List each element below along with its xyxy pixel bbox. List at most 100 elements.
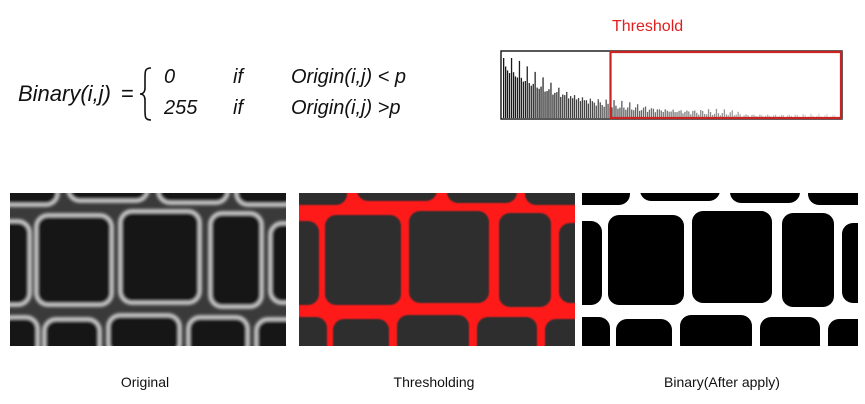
- histogram-bar: [804, 115, 806, 118]
- histogram-bar: [601, 105, 603, 118]
- histogram-bar: [656, 109, 658, 118]
- cell: [10, 315, 40, 346]
- histogram-bar: [709, 112, 712, 118]
- histogram-bar: [670, 111, 672, 118]
- cell: [760, 317, 820, 346]
- histogram-bar: [552, 94, 554, 118]
- histogram-bar: [546, 91, 548, 118]
- histogram-bar: [505, 66, 507, 118]
- histogram-bar: [662, 112, 664, 118]
- histogram-bar: [824, 115, 826, 118]
- histogram-bar: [704, 114, 706, 118]
- histogram-bar: [715, 108, 718, 118]
- cell: [582, 193, 630, 205]
- histogram-bar: [672, 109, 674, 118]
- histogram-bar: [607, 103, 609, 118]
- histogram-bar: [802, 114, 804, 118]
- cell: [616, 319, 672, 346]
- histogram-bar: [516, 77, 519, 118]
- cell: [333, 319, 389, 346]
- histogram-bar: [526, 66, 528, 118]
- histogram-bar: [694, 110, 696, 118]
- histogram-bar: [570, 96, 572, 118]
- histogram-bar: [684, 111, 686, 118]
- cell: [545, 319, 575, 346]
- histogram-bar: [652, 108, 655, 118]
- histogram-bar: [767, 114, 769, 118]
- cell: [42, 317, 102, 346]
- histogram-bar: [619, 107, 621, 118]
- cell: [525, 193, 575, 205]
- histogram-bar: [530, 85, 532, 118]
- histogram-bar: [735, 114, 737, 118]
- histogram-bar: [702, 111, 704, 118]
- histogram-bar: [721, 113, 723, 118]
- histogram-bar: [518, 60, 521, 118]
- histogram-bar: [654, 112, 656, 118]
- cell: [325, 215, 401, 305]
- case-value-1: 255: [164, 97, 198, 119]
- histogram-bar: [676, 112, 678, 118]
- histogram-bar: [810, 113, 812, 118]
- histogram-bar: [794, 114, 796, 118]
- histogram-bar: [514, 76, 517, 118]
- cell: [447, 193, 517, 203]
- histogram-bar: [688, 111, 690, 118]
- histogram-bar: [573, 95, 576, 118]
- cell: [10, 219, 32, 307]
- histogram-bar: [627, 107, 629, 118]
- histogram-bar: [633, 110, 635, 118]
- histogram-bar: [532, 83, 534, 118]
- histogram-bar: [646, 111, 649, 118]
- formula-lhs: Binary(i,j): [18, 81, 111, 106]
- histogram-bar: [692, 110, 694, 118]
- histogram-bar: [786, 115, 789, 118]
- histogram-bar: [548, 89, 550, 118]
- histogram-bar: [558, 87, 560, 118]
- histogram-bar: [733, 115, 735, 118]
- histogram-bar: [583, 100, 586, 118]
- histogram-bar: [554, 92, 556, 118]
- histogram-bar: [550, 82, 552, 118]
- histogram-bar: [668, 111, 670, 118]
- histogram-bar: [727, 115, 729, 118]
- histogram-bar: [658, 109, 660, 118]
- cell: [640, 193, 720, 201]
- histogram-bar: [660, 110, 662, 118]
- histogram-bars: [503, 58, 838, 118]
- histogram-bar: [761, 115, 763, 118]
- caption-thresholding: Thresholding: [393, 374, 475, 390]
- histogram-bar: [686, 110, 688, 118]
- histogram-bar: [637, 104, 639, 118]
- cell: [299, 221, 319, 305]
- case-condition-1: Origin(i,j) >p: [291, 97, 401, 119]
- cell: [357, 193, 437, 201]
- cell: [208, 211, 264, 309]
- case-keyword-1: if: [233, 97, 243, 119]
- histogram-bar: [579, 101, 582, 118]
- histogram-bar: [615, 105, 617, 118]
- histogram-bar: [650, 108, 653, 118]
- histogram-bar: [640, 110, 643, 118]
- histogram-bar: [524, 81, 526, 118]
- histogram: [500, 50, 843, 120]
- histogram-bar: [717, 113, 720, 118]
- formula-equals: =: [121, 81, 134, 106]
- histogram-bar: [747, 115, 749, 118]
- histogram-bar: [737, 111, 739, 118]
- cell: [268, 221, 286, 305]
- histogram-bar: [690, 114, 692, 118]
- cell: [156, 193, 230, 205]
- cell: [680, 315, 752, 346]
- cell: [842, 223, 858, 303]
- histogram-bar: [774, 114, 777, 118]
- histogram-bar: [696, 112, 698, 118]
- caption-binary: Binary(After apply): [664, 374, 780, 390]
- cell: [828, 319, 858, 346]
- histogram-bar: [556, 92, 558, 118]
- histogram-bar: [723, 109, 725, 118]
- histogram-bar: [753, 114, 755, 118]
- histogram-bar: [832, 114, 834, 118]
- cell: [10, 193, 60, 207]
- threshold-box: [609, 50, 843, 120]
